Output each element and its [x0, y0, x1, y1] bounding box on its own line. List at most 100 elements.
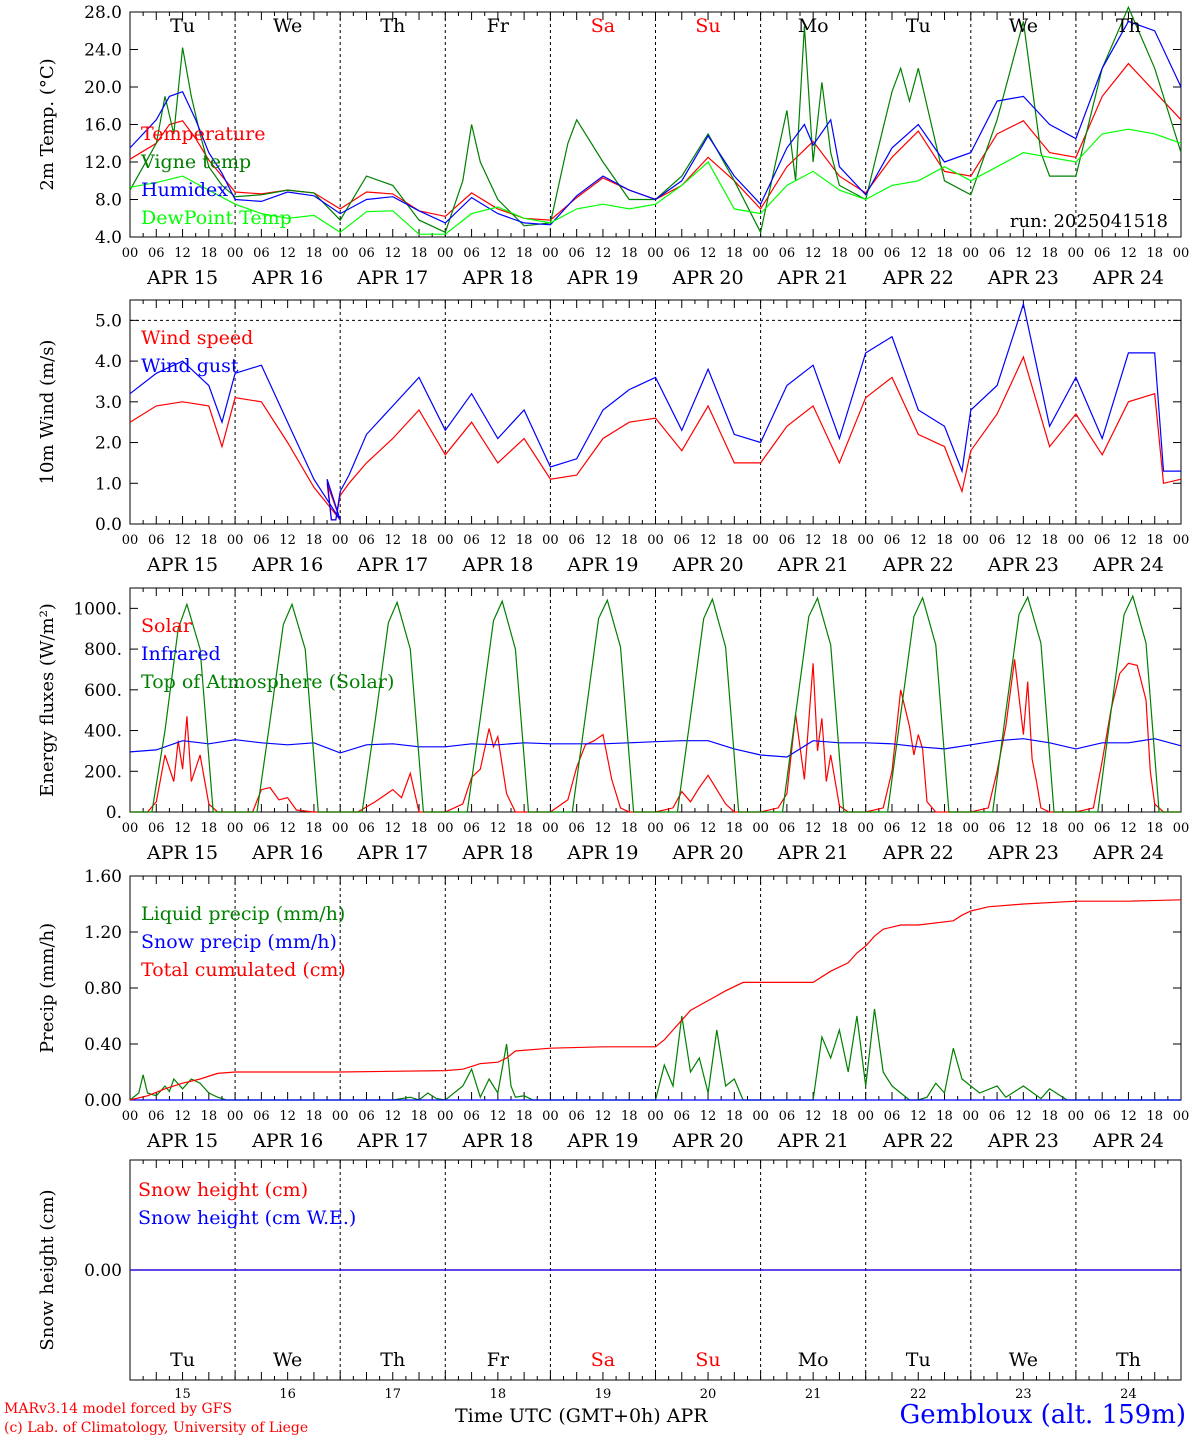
- x-hour-label: 00: [752, 246, 769, 261]
- day-name: Th: [1116, 15, 1141, 37]
- x-hour-label: 18: [1146, 533, 1163, 548]
- x-hour-label: 06: [779, 533, 796, 548]
- x-hour-label: 00: [542, 533, 559, 548]
- x-hour-label: 06: [674, 821, 691, 836]
- day-number: 19: [595, 1387, 612, 1402]
- y-axis-title: Energy fluxes (W/m²): [37, 603, 58, 797]
- y-tick-label: 2.0: [95, 434, 122, 454]
- x-hour-label: 00: [963, 821, 980, 836]
- day-number: 23: [1015, 1387, 1032, 1402]
- x-hour-label: 12: [805, 821, 822, 836]
- x-hour-label: 00: [227, 821, 244, 836]
- x-date-label: APR 17: [356, 842, 428, 864]
- x-date-label: APR 19: [566, 842, 638, 864]
- x-hour-label: 12: [279, 821, 296, 836]
- x-hour-label: 00: [1068, 1109, 1085, 1124]
- y-tick-label: 0.80: [84, 979, 122, 999]
- series-dewpoint-temp: [129, 128, 1182, 235]
- y-tick-label: 24.0: [84, 41, 122, 61]
- x-hour-label: 18: [1041, 1109, 1058, 1124]
- x-hour-label: 18: [201, 1109, 218, 1124]
- x-date-label: APR 20: [672, 1130, 744, 1152]
- x-hour-label: 00: [227, 246, 244, 261]
- x-hour-label: 06: [884, 821, 901, 836]
- station-name: Gembloux (alt. 159m): [899, 1400, 1186, 1430]
- series-solar: [130, 659, 1181, 813]
- run-label: run: 2025041518: [1010, 211, 1168, 232]
- x-hour-label: 18: [621, 821, 638, 836]
- x-hour-label: 18: [831, 533, 848, 548]
- series-humidex: [129, 20, 1182, 226]
- copyright-credit: (c) Lab. of Climatology, University of L…: [4, 1420, 309, 1436]
- x-hour-label: 18: [201, 246, 218, 261]
- x-hour-label: 06: [779, 1109, 796, 1124]
- series-wind-gust: [129, 301, 1181, 521]
- x-hour-label: 06: [989, 246, 1006, 261]
- x-hour-label: 18: [726, 821, 743, 836]
- x-hour-label: 18: [936, 246, 953, 261]
- x-hour-label: 00: [1068, 246, 1085, 261]
- x-hour-label: 12: [1015, 246, 1032, 261]
- y-tick-label: 0.00: [84, 1261, 122, 1281]
- x-hour-label: 06: [1094, 1109, 1111, 1124]
- legend-entry: Total cumulated (cm): [141, 959, 346, 981]
- x-date-label: APR 22: [882, 1130, 954, 1152]
- y-tick-label: 1000.: [73, 599, 122, 619]
- x-hour-label: 06: [253, 821, 270, 836]
- x-hour-label: 06: [568, 1109, 585, 1124]
- x-hour-label: 18: [411, 821, 428, 836]
- day-number: 22: [910, 1387, 927, 1402]
- x-date-label: APR 16: [251, 842, 323, 864]
- y-tick-label: 0.0: [95, 515, 122, 535]
- x-hour-label: 06: [989, 533, 1006, 548]
- x-hour-label: 12: [700, 533, 717, 548]
- x-hour-label: 12: [174, 821, 191, 836]
- panel-2-frame: [129, 587, 1182, 813]
- x-hour-label: 06: [674, 1109, 691, 1124]
- x-date-label: APR 16: [251, 267, 323, 289]
- x-hour-label: 06: [568, 533, 585, 548]
- x-hour-label: 18: [306, 1109, 323, 1124]
- x-hour-label: 00: [542, 1109, 559, 1124]
- legend-entry: DewPoint Temp: [141, 207, 292, 229]
- x-hour-label: 00: [963, 1109, 980, 1124]
- x-hour-label: 18: [936, 821, 953, 836]
- x-date-label: APR 24: [1092, 267, 1164, 289]
- y-tick-label: 1.20: [84, 923, 122, 943]
- x-hour-label: 00: [752, 533, 769, 548]
- y-tick-label: 20.0: [84, 78, 122, 98]
- day-name: Su: [695, 1349, 720, 1371]
- series-temperature: [129, 62, 1182, 221]
- x-hour-label: 12: [805, 1109, 822, 1124]
- x-hour-label: 00: [963, 533, 980, 548]
- day-number: 20: [700, 1387, 717, 1402]
- x-hour-label: 06: [1094, 821, 1111, 836]
- day-name: Tu: [906, 15, 931, 37]
- x-hour-label: 12: [1015, 821, 1032, 836]
- x-hour-label: 12: [595, 821, 612, 836]
- x-hour-label: 00: [542, 821, 559, 836]
- x-hour-label: 12: [1120, 246, 1137, 261]
- x-date-label: APR 22: [882, 554, 954, 576]
- x-hour-label: 12: [174, 246, 191, 261]
- x-hour-label: 18: [1041, 246, 1058, 261]
- x-hour-label: 00: [752, 821, 769, 836]
- x-hour-label: 18: [831, 246, 848, 261]
- y-tick-label: 4.0: [95, 352, 122, 372]
- y-tick-label: 0.00: [84, 1091, 122, 1111]
- day-number: 15: [174, 1387, 191, 1402]
- x-hour-label: 06: [463, 821, 480, 836]
- y-tick-label: 8.0: [95, 191, 122, 211]
- x-hour-label: 12: [490, 821, 507, 836]
- x-hour-label: 06: [1094, 533, 1111, 548]
- x-hour-label: 18: [306, 821, 323, 836]
- legend-entry: Liquid precip (mm/h): [141, 903, 345, 925]
- x-hour-label: 18: [621, 1109, 638, 1124]
- day-number: 18: [490, 1387, 507, 1402]
- day-name: Sa: [591, 1349, 615, 1371]
- x-hour-label: 00: [647, 533, 664, 548]
- day-number: 17: [384, 1387, 401, 1402]
- legend-entry: Snow height (cm W.E.): [138, 1207, 356, 1229]
- x-date-label: APR 22: [882, 267, 954, 289]
- x-hour-label: 18: [831, 821, 848, 836]
